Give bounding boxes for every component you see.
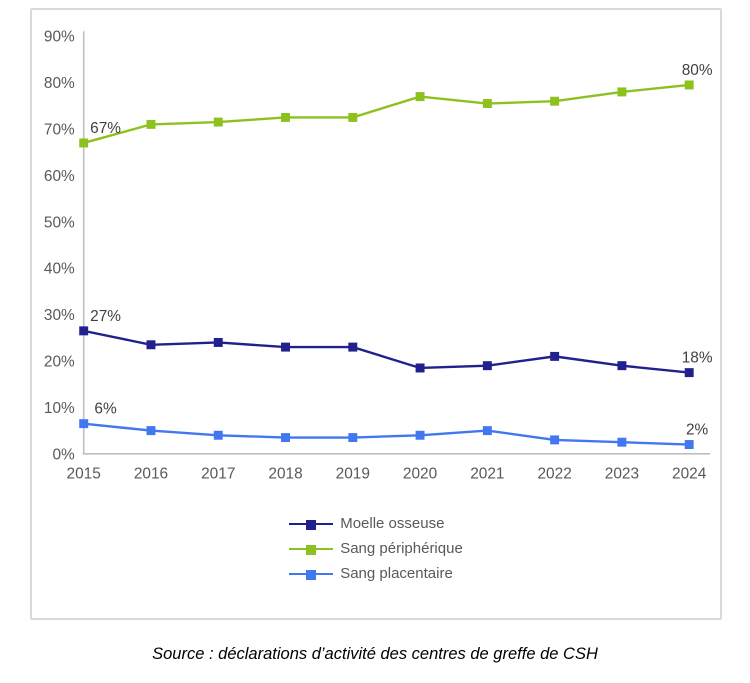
svg-text:80%: 80% [682,62,713,79]
svg-text:2020: 2020 [403,466,437,483]
svg-text:40%: 40% [44,261,75,278]
legend-label-sang-peripherique: Sang périphérique [340,540,463,557]
svg-text:2017: 2017 [201,466,235,483]
legend-item-sang-placentaire: Sang placentaire [289,565,453,583]
chart-area: 0% 10% 20% 30% 40% 50% 60% 70% 80% 90% 2015 2016 201… [30,8,722,620]
svg-text:2019: 2019 [336,466,370,483]
svg-text:90%: 90% [44,29,75,46]
svg-text:2024: 2024 [672,466,707,483]
svg-text:2021: 2021 [470,466,504,483]
svg-text:6%: 6% [94,401,117,418]
svg-text:20%: 20% [44,353,75,370]
svg-text:2016: 2016 [134,466,168,483]
legend-marker-sang-placentaire-icon [289,569,334,580]
svg-text:10%: 10% [44,400,75,417]
svg-text:2015: 2015 [67,466,101,483]
legend-item-moelle-osseuse: Moelle osseuse [289,515,444,533]
svg-text:70%: 70% [44,122,75,139]
svg-text:2023: 2023 [605,466,639,483]
legend-label-sang-placentaire: Sang placentaire [340,565,453,582]
line-chart-svg: 0% 10% 20% 30% 40% 50% 60% 70% 80% 90% 2015 2016 201… [44,29,713,483]
svg-text:2%: 2% [686,422,709,439]
svg-text:60%: 60% [44,168,75,185]
legend-marker-moelle-osseuse-icon [289,519,334,530]
svg-text:0%: 0% [52,446,75,463]
svg-text:2018: 2018 [268,466,302,483]
svg-text:50%: 50% [44,214,75,231]
legend-label-moelle-osseuse: Moelle osseuse [340,515,445,532]
legend-marker-sang-peripherique-icon [289,544,334,555]
svg-text:27%: 27% [90,308,121,325]
svg-text:67%: 67% [90,120,121,137]
chart-legend: Moelle osseuse Sang périphérique Sang pl… [32,515,720,583]
svg-text:2022: 2022 [537,466,571,483]
source-note: Source : déclarations d’activité des cen… [152,645,598,663]
legend-item-sang-peripherique: Sang périphérique [289,540,463,558]
svg-text:30%: 30% [44,307,75,324]
svg-text:80%: 80% [44,75,75,92]
svg-text:18%: 18% [682,350,713,367]
